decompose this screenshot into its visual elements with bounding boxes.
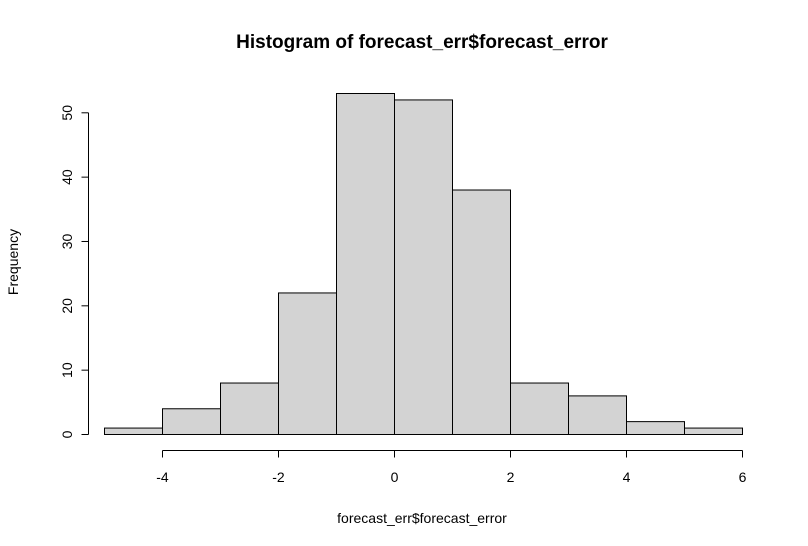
- x-tick-label: 2: [507, 469, 515, 485]
- y-tick-label: 50: [59, 105, 75, 121]
- x-tick-label: 6: [739, 469, 747, 485]
- y-axis-label: Frequency: [5, 229, 21, 295]
- x-tick-label: -4: [156, 469, 169, 485]
- x-tick-label: -2: [272, 469, 285, 485]
- x-axis-label: forecast_err$forecast_error: [337, 510, 507, 526]
- y-tick-label: 10: [59, 362, 75, 378]
- histogram-bar: [394, 99, 453, 435]
- bars-group: [104, 93, 743, 436]
- y-tick-label: 40: [59, 169, 75, 185]
- y-axis: 0 10 20 30 40 50: [59, 105, 89, 438]
- histogram-bar: [568, 395, 627, 436]
- y-tick-label: 30: [59, 233, 75, 249]
- x-tick-label: 0: [391, 469, 399, 485]
- histogram-bar: [452, 189, 511, 435]
- x-axis: -4 -2 0 2 4 6: [156, 450, 747, 485]
- histogram-bar: [684, 427, 743, 436]
- y-tick-label: 20: [59, 298, 75, 314]
- histogram-bar: [626, 421, 685, 436]
- x-tick-label: 4: [623, 469, 631, 485]
- chart-title: Histogram of forecast_err$forecast_error: [236, 32, 608, 53]
- y-tick-label: 0: [59, 430, 75, 438]
- histogram-bar: [336, 93, 395, 435]
- histogram-bar: [104, 427, 163, 436]
- histogram-bar: [220, 382, 279, 435]
- histogram-bar: [510, 382, 569, 435]
- histogram-bar: [278, 292, 337, 435]
- histogram-bar: [162, 408, 221, 436]
